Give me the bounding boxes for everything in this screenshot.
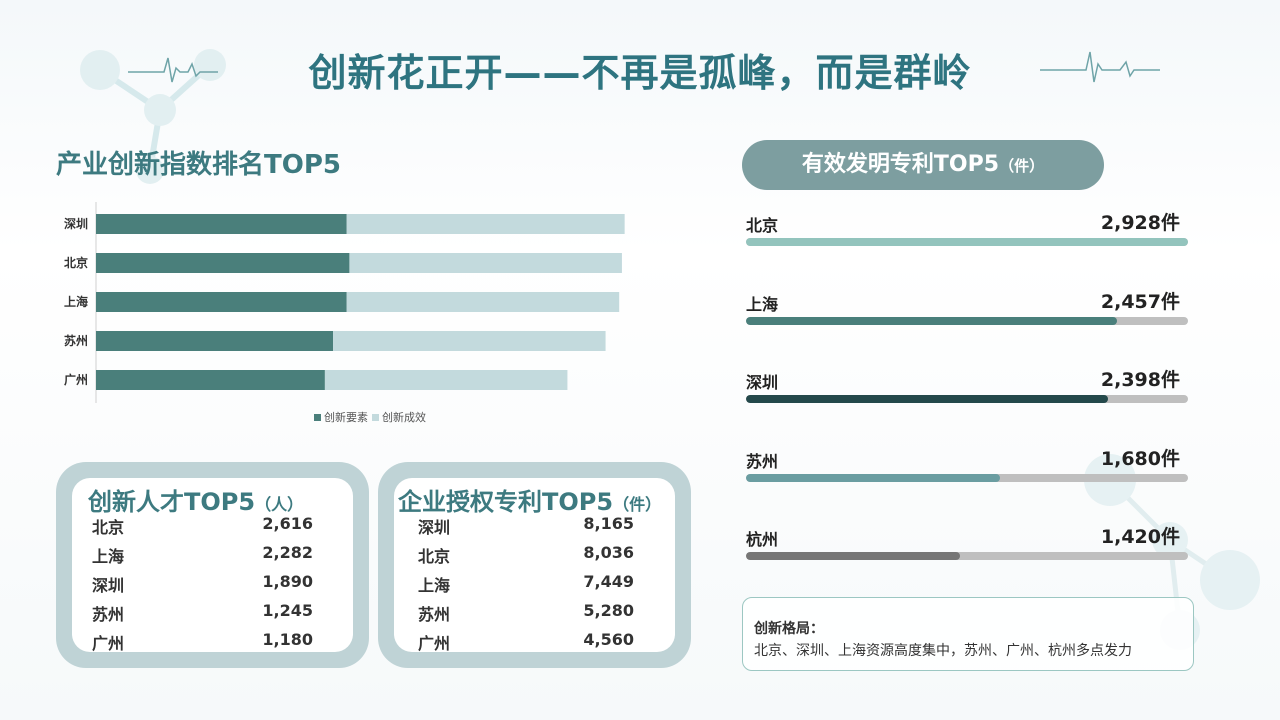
- patent-row: 北京 2,928件: [746, 212, 1188, 252]
- chart-bar-outcomes: [333, 331, 606, 351]
- chart-bar-outcomes: [346, 292, 620, 312]
- note-heading: 创新格局：: [754, 621, 824, 637]
- chart-bar-elements: [96, 253, 350, 273]
- table-value: 1,890: [262, 572, 313, 591]
- table-city: 上海: [92, 547, 125, 566]
- patent-row: 深圳 2,398件: [746, 369, 1188, 409]
- legend-swatch: [314, 414, 321, 421]
- table-value: 2,282: [262, 543, 313, 562]
- heartbeat-line-left: [128, 57, 218, 83]
- patent-city: 上海: [746, 294, 779, 314]
- index-section-title: 产业创新指数排名TOP5: [56, 150, 341, 180]
- chart-bar-outcomes: [349, 253, 622, 273]
- talent-card: 创新人才TOP5（人） 北京 2,616 上海 2,282 深圳 1,890 苏州 1,245…: [56, 462, 369, 668]
- patent-value: 2,457件: [1100, 290, 1180, 313]
- table-value: 8,036: [583, 543, 634, 562]
- patent-progress-fill: [746, 238, 1188, 246]
- chart-bar-outcomes: [346, 214, 625, 234]
- patent-progress-fill: [746, 316, 1117, 325]
- patent-progress-fill: [746, 395, 1108, 403]
- patent-value: 2,928件: [1100, 212, 1180, 234]
- enterprise-card-title: 企业授权专利TOP5（件）: [398, 482, 661, 517]
- patent-progress-track: [746, 238, 1188, 246]
- patent-value: 1,420件: [1100, 526, 1180, 548]
- legend-label: 创新要素: [324, 410, 368, 424]
- chart-bar-elements: [96, 370, 325, 390]
- patent-title-text: 有效发明专利TOP5: [801, 152, 1000, 177]
- molecule-decoration-left: [80, 49, 226, 184]
- talent-card-inner: [72, 478, 353, 652]
- table-city: 苏州: [92, 605, 125, 624]
- table-value: 7,449: [583, 572, 634, 591]
- table-city: 深圳: [418, 518, 451, 537]
- table-value: 8,165: [583, 514, 634, 533]
- patent-value: 2,398件: [1100, 369, 1180, 391]
- patent-unit-note: （件）: [999, 157, 1045, 175]
- talent-title-text: 创新人才TOP5: [88, 488, 256, 516]
- chart-category-label: 广州: [64, 372, 88, 387]
- patent-value: 1,680件: [1100, 447, 1180, 470]
- chart-bar-elements: [96, 331, 334, 351]
- table-value: 5,280: [583, 601, 634, 620]
- patent-row: 上海 2,457件: [746, 291, 1188, 331]
- talent-unit-note: （人）: [255, 495, 304, 514]
- table-city: 广州: [418, 634, 451, 653]
- enterprise-card: 企业授权专利TOP5（件） 深圳 8,165 北京 8,036 上海 7,449 苏州 5,2…: [378, 462, 691, 668]
- enterprise-title-text: 企业授权专利TOP5: [398, 488, 614, 516]
- note-body: 北京、深圳、上海资源高度集中，苏州、广州、杭州多点发力: [754, 643, 1132, 659]
- patent-progress-track: [746, 473, 1188, 482]
- table-city: 深圳: [92, 576, 125, 595]
- chart-category-label: 深圳: [64, 216, 88, 231]
- patent-section-title: 有效发明专利TOP5（件）: [742, 140, 1104, 190]
- table-city: 北京: [92, 518, 125, 537]
- table-city: 广州: [92, 634, 125, 653]
- patent-row: 杭州 1,420件: [746, 526, 1188, 566]
- patent-progress-fill: [746, 473, 1000, 482]
- enterprise-unit-note: （件）: [613, 495, 662, 514]
- patent-row: 苏州 1,680件: [746, 448, 1188, 488]
- chart-category-label: 苏州: [64, 333, 88, 348]
- table-value: 2,616: [262, 514, 313, 533]
- patent-city: 苏州: [746, 451, 779, 471]
- table-city: 上海: [418, 576, 451, 595]
- innovation-pattern-note: 创新格局： 北京、深圳、上海资源高度集中，苏州、广州、杭州多点发力: [742, 597, 1194, 671]
- patent-progress-track: [746, 316, 1188, 325]
- chart-bar-elements: [96, 292, 347, 312]
- legend-label: 创新成效: [382, 410, 426, 424]
- patent-city: 深圳: [746, 373, 779, 392]
- table-value: 1,245: [262, 601, 313, 620]
- chart-category-label: 北京: [64, 255, 88, 270]
- talent-card-title: 创新人才TOP5（人）: [88, 482, 303, 517]
- patent-progress-fill: [746, 552, 961, 560]
- heartbeat-line-right: [1040, 51, 1160, 83]
- chart-category-label: 上海: [64, 294, 88, 309]
- table-value: 1,180: [262, 630, 313, 649]
- chart-bar-outcomes: [324, 370, 568, 390]
- legend-swatch: [372, 414, 379, 421]
- enterprise-card-inner: [394, 478, 675, 652]
- chart-bar-elements: [96, 214, 347, 234]
- page-title: 创新花正开——不再是孤峰，而是群岭: [308, 51, 972, 95]
- patent-city: 杭州: [746, 530, 779, 549]
- table-city: 北京: [418, 547, 451, 566]
- patent-progress-track: [746, 395, 1188, 403]
- table-value: 4,560: [583, 630, 634, 649]
- table-city: 苏州: [418, 605, 451, 624]
- patent-city: 北京: [746, 216, 779, 235]
- patent-progress-track: [746, 552, 1188, 560]
